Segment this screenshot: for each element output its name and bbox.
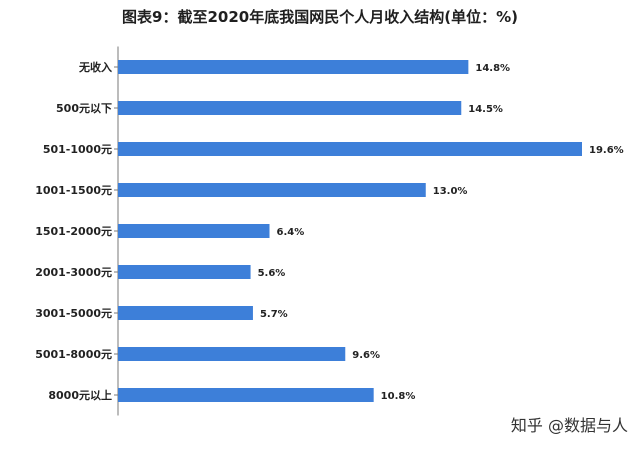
category-label: 3001-5000元 bbox=[35, 307, 112, 320]
value-label: 10.8% bbox=[381, 391, 416, 402]
bar bbox=[118, 347, 346, 361]
value-label: 9.6% bbox=[352, 350, 380, 361]
category-label: 2001-3000元 bbox=[35, 266, 112, 279]
value-label: 6.4% bbox=[277, 227, 305, 238]
category-label: 5001-8000元 bbox=[35, 348, 112, 361]
bar bbox=[118, 388, 374, 402]
category-label: 无收入 bbox=[78, 60, 112, 74]
category-label: 501-1000元 bbox=[43, 143, 112, 156]
bar bbox=[118, 265, 251, 279]
category-label: 8000元以上 bbox=[48, 388, 112, 402]
attribution-text: 知乎 @数据与人 bbox=[510, 416, 628, 435]
category-label: 1501-2000元 bbox=[35, 225, 112, 238]
bar bbox=[118, 101, 462, 115]
category-label: 500元以下 bbox=[56, 102, 112, 115]
value-label: 5.6% bbox=[258, 268, 286, 279]
category-label: 1001-1500元 bbox=[35, 184, 112, 197]
value-label: 19.6% bbox=[589, 145, 624, 156]
bar bbox=[118, 306, 253, 320]
chart-title: 图表9：截至2020年底我国网民个人月收入结构(单位：%) bbox=[122, 8, 518, 26]
bar bbox=[118, 183, 426, 197]
value-label: 13.0% bbox=[433, 186, 468, 197]
value-label: 14.8% bbox=[475, 63, 510, 74]
bar bbox=[118, 60, 469, 74]
bar bbox=[118, 224, 270, 238]
value-label: 5.7% bbox=[260, 309, 288, 320]
value-label: 14.5% bbox=[468, 104, 503, 115]
bar bbox=[118, 142, 582, 156]
